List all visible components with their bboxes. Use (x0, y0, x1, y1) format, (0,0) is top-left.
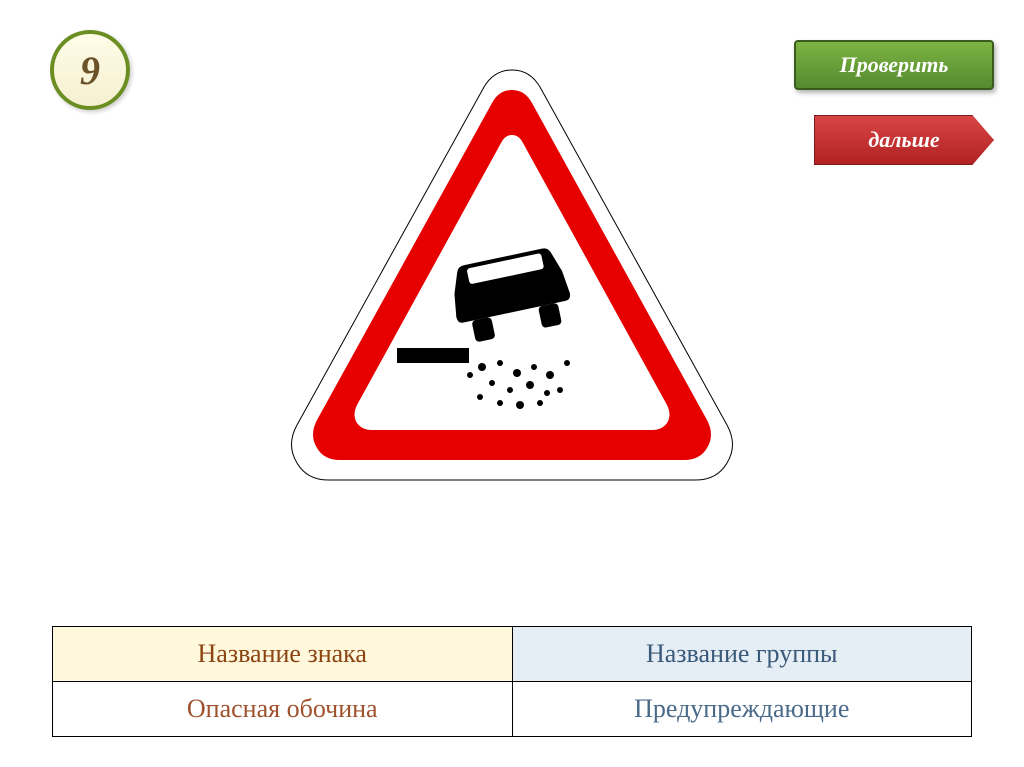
value-group-name: Предупреждающие (512, 682, 972, 737)
header-group-name: Название группы (512, 627, 972, 682)
table-row: Название знака Название группы (53, 627, 972, 682)
value-sign-name: Опасная обочина (53, 682, 513, 737)
question-number: 9 (80, 47, 100, 94)
check-button[interactable]: Проверить (794, 40, 994, 90)
next-button[interactable]: дальше (814, 115, 994, 165)
check-button-label: Проверить (840, 52, 949, 78)
road-sign (282, 55, 742, 515)
warning-sign-icon (282, 55, 742, 515)
answer-table: Название знака Название группы Опасная о… (52, 626, 972, 737)
next-button-label: дальше (868, 127, 939, 153)
table-row: Опасная обочина Предупреждающие (53, 682, 972, 737)
question-number-badge: 9 (50, 30, 130, 110)
header-sign-name: Название знака (53, 627, 513, 682)
